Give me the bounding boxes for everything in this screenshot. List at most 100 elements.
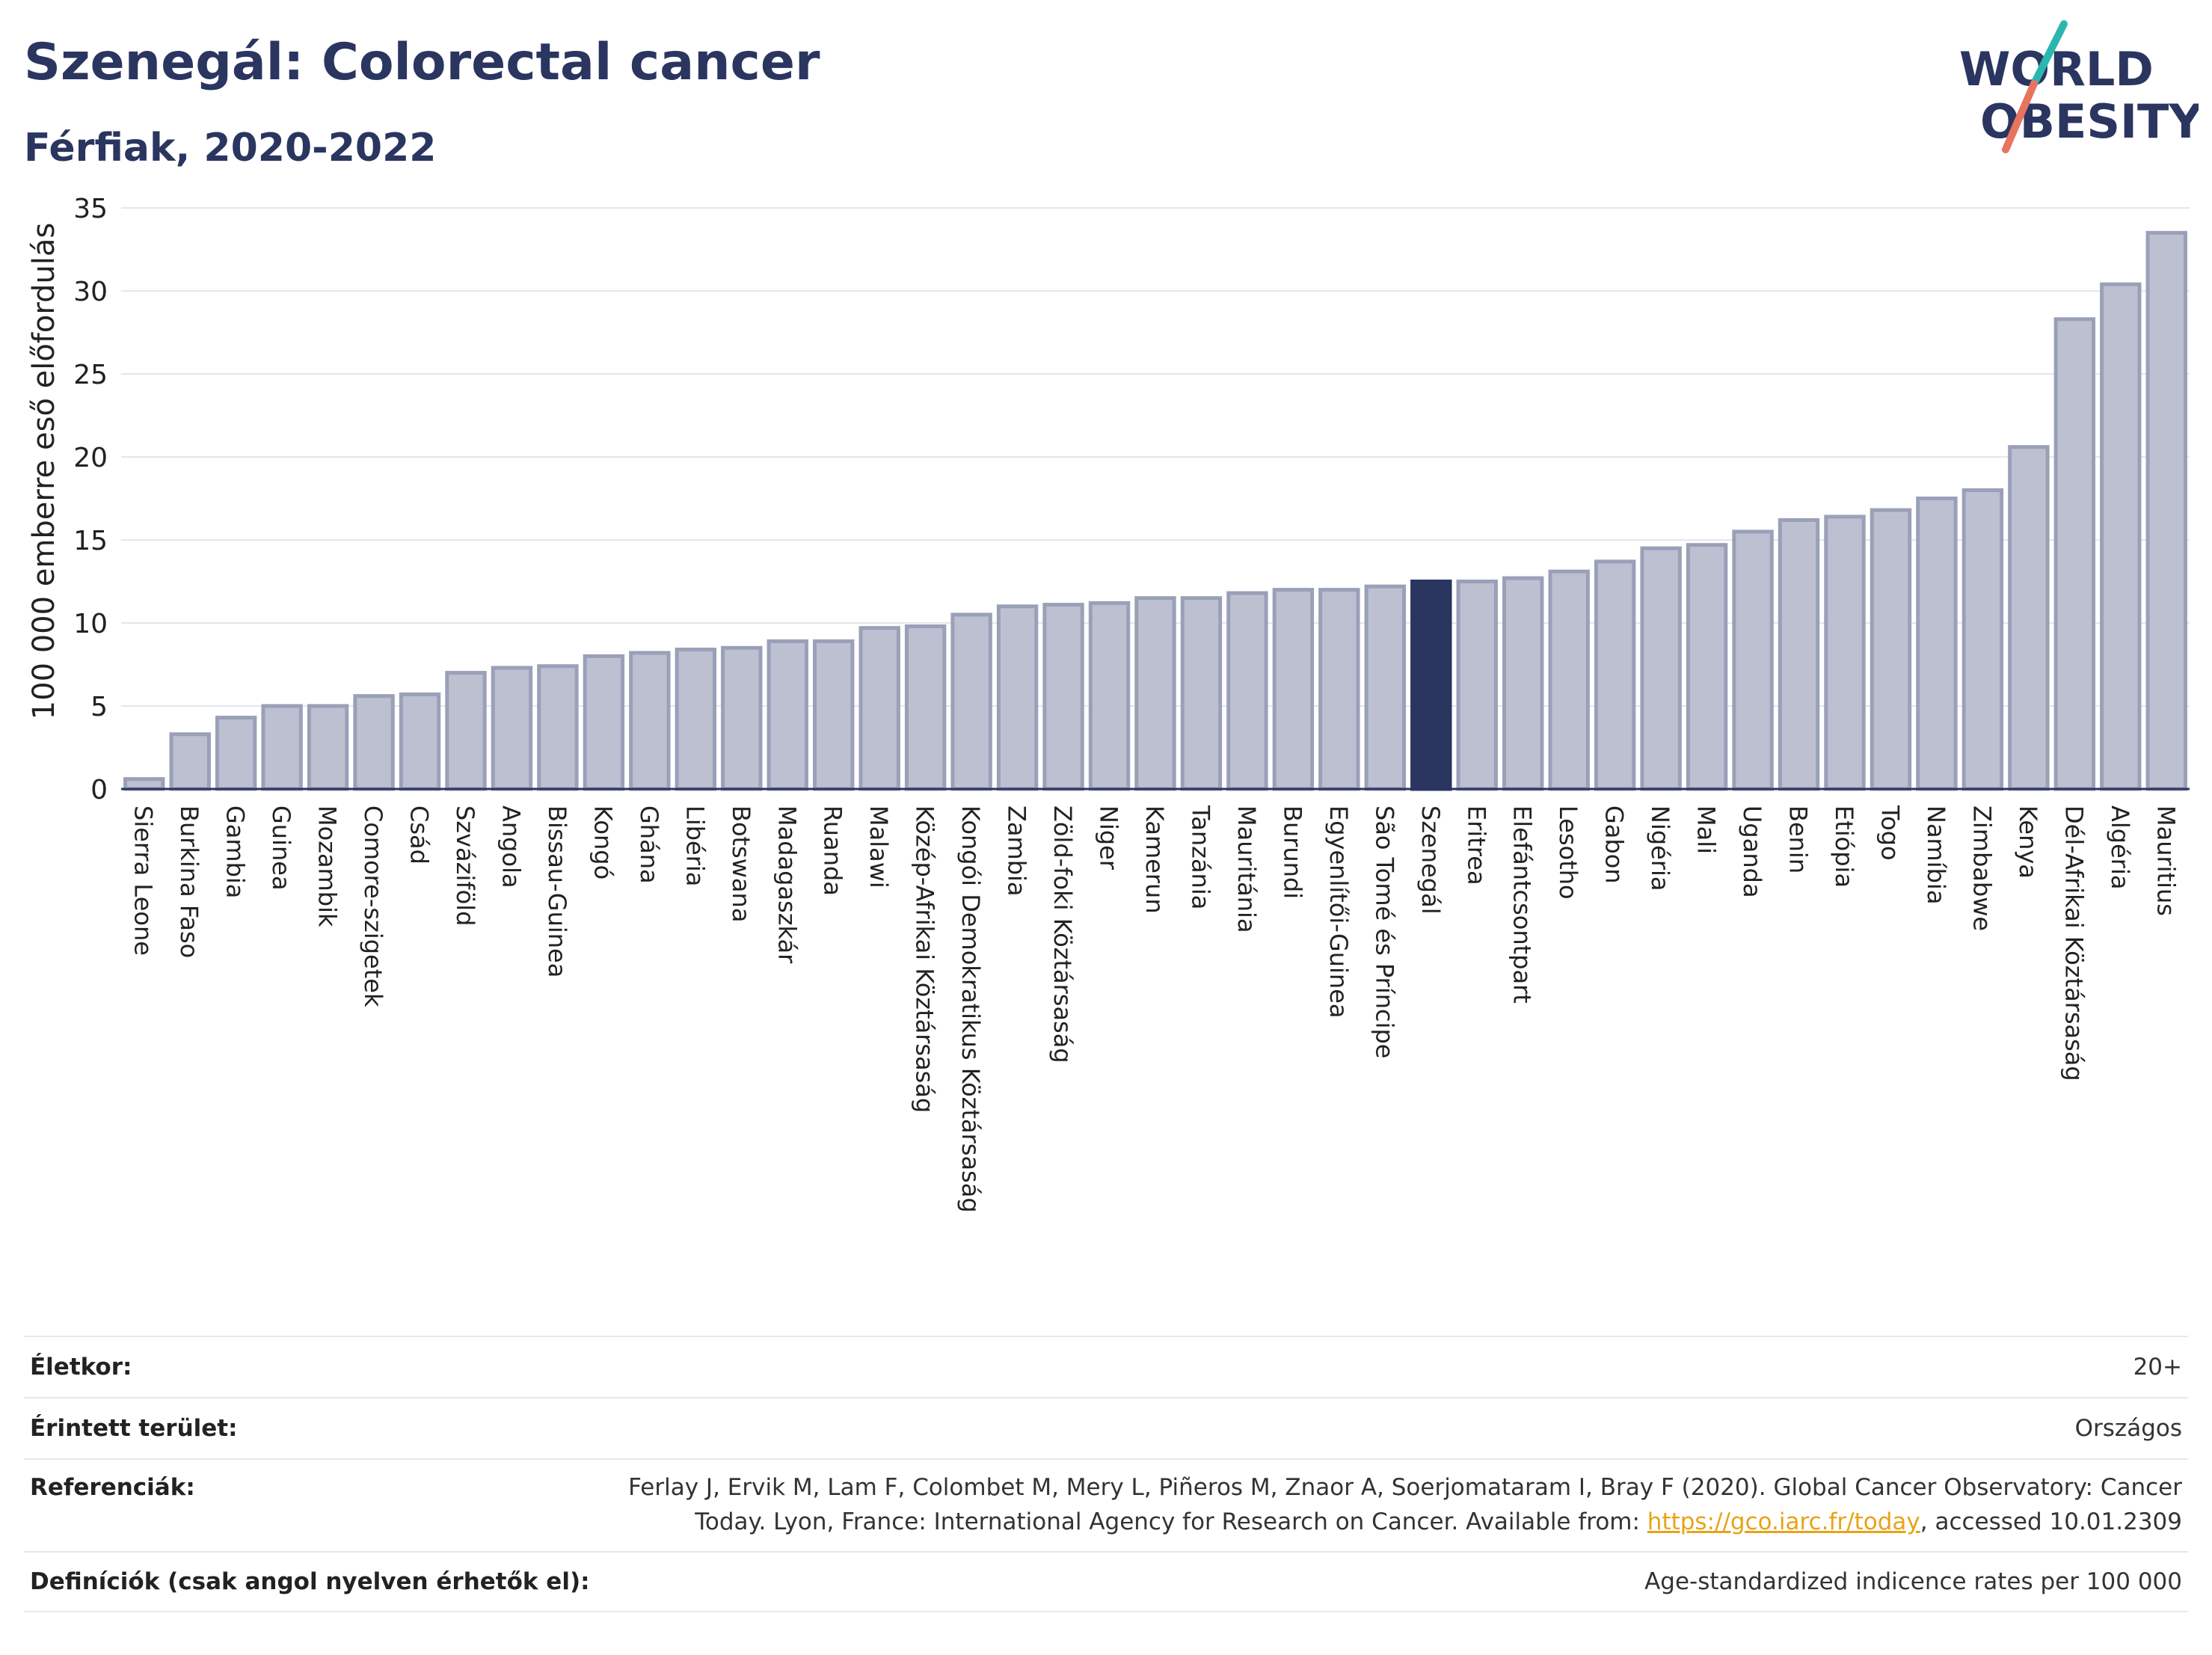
- bar: [169, 732, 211, 791]
- bar: [675, 648, 717, 791]
- bar: [399, 692, 441, 791]
- bar: [537, 664, 579, 791]
- reference-line-2: Today. Lyon, France: International Agenc…: [628, 1505, 2182, 1539]
- bar: [445, 671, 487, 791]
- x-tick-label: Libéria: [681, 805, 709, 886]
- bar: [1916, 497, 1958, 791]
- chart-subtitle: Férfiak, 2020-2022: [24, 126, 437, 171]
- x-tick-label: São Tomé és Príncipe: [1370, 805, 1398, 1058]
- bar: [1594, 559, 1636, 791]
- x-tick-label: Gambia: [221, 805, 250, 898]
- x-tick-label: Lesotho: [1554, 805, 1582, 900]
- bar: [2100, 282, 2142, 791]
- logo-line-world: WORLD: [1959, 42, 2154, 96]
- meta-definitions-value: Age-standardized indicence rates per 100…: [1644, 1568, 2182, 1595]
- x-tick-label: Dél-Afrikai Köztársaság: [2059, 805, 2088, 1081]
- bar: [813, 639, 855, 791]
- bar: [215, 716, 257, 791]
- x-tick-label: Zimbabwe: [1967, 805, 1996, 931]
- x-tick-label: Közép-Afrikai Köztársaság: [911, 805, 939, 1113]
- x-tick-label: Mali: [1692, 805, 1721, 854]
- x-tick-label: Mozambik: [313, 805, 342, 927]
- meta-row-area: Érintett terület: Országos: [24, 1397, 2188, 1458]
- bar: [1686, 543, 1728, 791]
- x-tick-label: Ghána: [635, 805, 663, 884]
- x-tick-label: Etiópia: [1830, 805, 1858, 888]
- y-tick-label: 25: [73, 360, 108, 390]
- bar: [1824, 515, 1866, 791]
- x-tick-label: Eritrea: [1462, 805, 1490, 885]
- bar: [491, 666, 533, 791]
- x-tick-label: Angola: [497, 805, 525, 888]
- bar: [996, 604, 1039, 791]
- bar: [1272, 588, 1315, 791]
- x-tick-label: Tanzánia: [1186, 805, 1214, 909]
- x-tick-label: Zöld-foki Köztársaság: [1048, 805, 1077, 1063]
- x-tick-label: Malawi: [864, 805, 893, 888]
- x-tick-label: Comore-szigetek: [359, 805, 387, 1007]
- x-tick-label: Zambia: [1003, 805, 1031, 897]
- bar: [1226, 591, 1268, 791]
- x-tick-label: Botswana: [727, 805, 755, 922]
- bars: [123, 230, 2187, 791]
- reference-text: Today. Lyon, France: International Agenc…: [695, 1508, 1647, 1535]
- x-tick-label: Kamerun: [1140, 805, 1169, 914]
- meta-area-label: Érintett terület:: [30, 1415, 238, 1442]
- x-tick-label: Benin: [1784, 805, 1813, 873]
- y-tick-label: 20: [73, 443, 108, 473]
- x-tick-label: Nigéria: [1646, 805, 1674, 891]
- meta-area-value: Országos: [2074, 1415, 2182, 1442]
- meta-definitions-label: Definíciók (csak angol nyelven érhetők e…: [30, 1568, 590, 1595]
- bar: [1364, 584, 1407, 791]
- metadata-table: Életkor: 20+ Érintett terület: Országos …: [24, 1336, 2188, 1612]
- logo-slash-teal: [2030, 20, 2068, 87]
- meta-row-references: Referenciák: Ferlay J, Ervik M, Lam F, C…: [24, 1458, 2188, 1551]
- x-tick-label: Namíbia: [1922, 805, 1950, 904]
- x-tick-label: Kenya: [2014, 805, 2042, 879]
- bar: [1318, 588, 1360, 791]
- bar: [1778, 518, 1820, 791]
- x-tick-label: Mauritánia: [1232, 805, 1261, 933]
- meta-row-definitions: Definíciók (csak angol nyelven érhetők e…: [24, 1551, 2188, 1612]
- y-tick-label: 15: [73, 526, 108, 556]
- meta-references-value: Ferlay J, Ervik M, Lam F, Colombet M, Me…: [628, 1470, 2182, 1539]
- y-tick-label: 5: [90, 692, 108, 722]
- x-tick-label: Madagaszkár: [772, 805, 801, 964]
- x-tick-labels: Sierra Leone Burkina Faso Gambia Guinea Moza…: [129, 805, 2181, 1213]
- bar: [904, 624, 947, 791]
- bar: [583, 654, 625, 791]
- reference-accessed: , accessed 10.01.2309: [1920, 1508, 2182, 1535]
- x-tick-label: Burundi: [1278, 805, 1306, 899]
- bar: [858, 626, 900, 791]
- x-tick-label: Elefántcsontpart: [1508, 805, 1537, 1004]
- y-tick-label: 35: [73, 194, 108, 224]
- x-tick-label: Burkina Faso: [175, 805, 203, 958]
- reference-link[interactable]: https://gco.iarc.fr/today: [1647, 1508, 1920, 1535]
- bar: [1870, 508, 1912, 791]
- x-tick-label: Sierra Leone: [129, 805, 158, 956]
- y-axis-label: 100 000 emberre eső előfordulás: [27, 223, 61, 720]
- x-tick-label: Ruanda: [819, 805, 847, 896]
- bar: [629, 651, 671, 791]
- bar: [1640, 546, 1682, 791]
- bar: [1180, 596, 1223, 791]
- bar: [1502, 576, 1544, 791]
- bar: [1410, 580, 1452, 791]
- x-tick-label: Szenegál: [1416, 805, 1445, 915]
- bar: [307, 704, 349, 791]
- bar: [1088, 601, 1131, 791]
- bar: [261, 704, 303, 791]
- bar: [2145, 230, 2187, 791]
- x-tick-label: Algéria: [2106, 805, 2134, 889]
- bar: [950, 612, 992, 791]
- bar: [123, 777, 165, 791]
- x-tick-label: Guinea: [267, 805, 295, 891]
- bar: [1456, 580, 1498, 791]
- bar: [353, 694, 395, 791]
- bar: [1732, 529, 1774, 791]
- y-tick-label: 30: [73, 277, 108, 307]
- bar: [1042, 603, 1084, 791]
- x-tick-label: Kongó: [589, 805, 617, 879]
- bar: [766, 639, 808, 791]
- x-tick-label: Mauritius: [2151, 805, 2180, 916]
